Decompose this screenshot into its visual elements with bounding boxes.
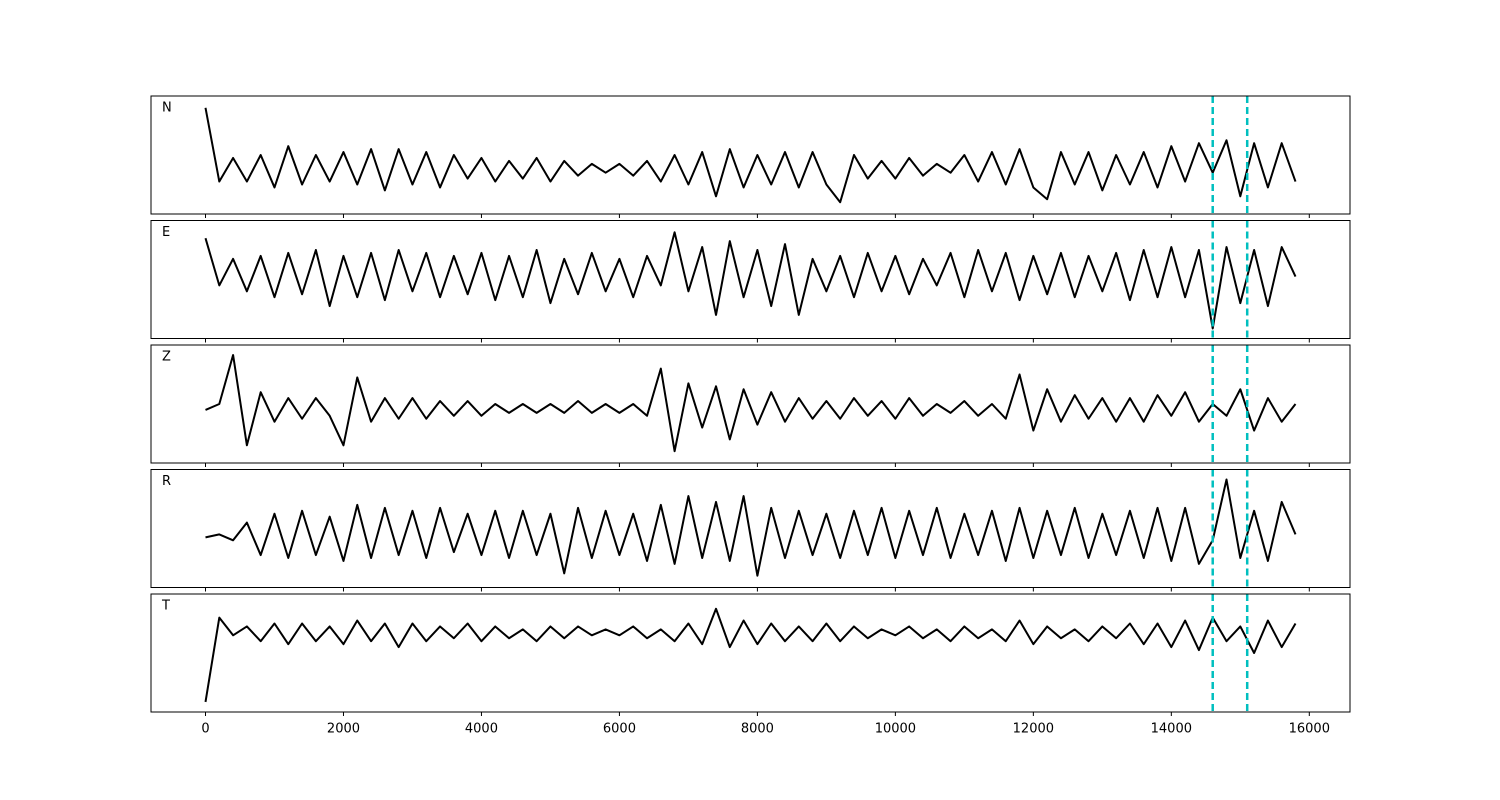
x-tick-label: 4000: [465, 722, 498, 737]
waveform: [204, 607, 1297, 703]
x-tick-label: 6000: [603, 722, 636, 737]
panel-frame: [150, 469, 1351, 588]
panel-frame: [150, 95, 1351, 215]
waveform: [205, 478, 1297, 577]
panel-label: R: [162, 474, 171, 489]
x-tick-label: 0: [201, 722, 209, 737]
panel-label: N: [162, 101, 172, 116]
panel-frame: [150, 220, 1351, 339]
panel-label: T: [161, 599, 170, 614]
waveform: [204, 231, 1297, 330]
waveform: [204, 107, 1297, 204]
panel-frame: [150, 344, 1351, 464]
panel-label: Z: [162, 350, 171, 365]
x-tick-label: 14000: [1151, 722, 1192, 737]
x-tick-label: 2000: [327, 722, 360, 737]
x-tick-label: 12000: [1013, 722, 1054, 737]
panel-label: E: [162, 225, 170, 240]
waveform: [205, 354, 1297, 453]
x-tick-label: 16000: [1289, 722, 1330, 737]
x-tick-label: 10000: [875, 722, 916, 737]
x-tick-label: 8000: [741, 722, 774, 737]
panel-frame: [150, 593, 1351, 713]
